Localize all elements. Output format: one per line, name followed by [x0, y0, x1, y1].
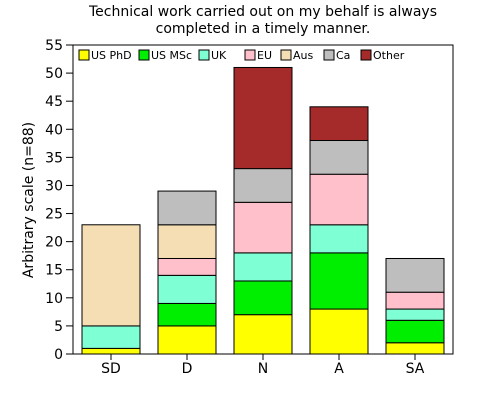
- bar-segment: [309, 224, 369, 254]
- plot-frame: [72, 44, 454, 355]
- legend-swatch: [198, 49, 210, 61]
- legend-swatch: [360, 49, 372, 61]
- chart-title-line-2: completed in a timely manner.: [156, 21, 371, 37]
- bar-segment: [157, 325, 217, 355]
- chart-title-line-1: Technical work carried out on my behalf …: [88, 4, 437, 20]
- legend-label: EU: [257, 49, 272, 62]
- y-tick-label: 35: [45, 150, 63, 166]
- bar-segment: [157, 274, 217, 304]
- legend-label: US MSc: [151, 49, 192, 62]
- bar-segment: [385, 319, 445, 344]
- legend-label: Aus: [293, 49, 313, 62]
- legend: US PhD US MSc UK EU Aus Ca Other: [78, 49, 405, 62]
- y-tick-label: 15: [45, 263, 63, 279]
- plot-area: 0 5 10 15 20 25 30 35 40 45 50 55 SD D N A SA: [45, 38, 454, 377]
- legend-swatch: [138, 49, 150, 61]
- x-tick-label: A: [334, 361, 344, 377]
- bar-segment: [309, 140, 369, 175]
- y-tick-label: 0: [54, 347, 63, 363]
- legend-label: US PhD: [91, 49, 132, 62]
- x-tick-label: D: [182, 361, 193, 377]
- legend-label: UK: [211, 49, 227, 62]
- bar-segment: [233, 252, 293, 282]
- y-axis-label: Arbitrary scale (n=88): [21, 122, 37, 278]
- bar-segment: [309, 308, 369, 355]
- bar-segment: [157, 224, 217, 259]
- bar-segment: [233, 280, 293, 316]
- bar-segment: [157, 257, 217, 276]
- y-tick-label: 20: [45, 235, 63, 251]
- bar-segment: [309, 173, 369, 226]
- y-tick-label: 5: [54, 319, 63, 335]
- legend-label: Other: [373, 49, 405, 62]
- bar-segment: [233, 168, 293, 203]
- legend-swatch: [323, 49, 335, 61]
- x-tick-label: SD: [101, 361, 121, 377]
- y-tick-label: 45: [45, 94, 63, 110]
- y-tick-label: 25: [45, 207, 63, 223]
- x-tick-label: N: [258, 361, 268, 377]
- y-tick-label: 40: [45, 122, 63, 138]
- bar-segment: [385, 291, 445, 310]
- bar-segment: [157, 190, 217, 226]
- bar-segment: [81, 347, 141, 355]
- bar-segment: [81, 224, 141, 327]
- legend-swatch: [78, 49, 90, 61]
- bar-segment: [385, 342, 445, 355]
- y-tick-label: 10: [45, 291, 63, 307]
- bar-segment: [385, 257, 445, 293]
- y-tick-label: 30: [45, 178, 63, 194]
- bar-segment: [157, 302, 217, 327]
- bar-segment: [233, 201, 293, 254]
- bar-segment: [81, 325, 141, 349]
- legend-swatch: [244, 49, 256, 61]
- bar-segment: [309, 106, 369, 142]
- x-tick-label: SA: [406, 361, 425, 377]
- bar-segment: [233, 66, 293, 170]
- y-tick-label: 50: [45, 66, 63, 82]
- bar-segment: [309, 252, 369, 310]
- legend-swatch: [280, 49, 292, 61]
- legend-label: Ca: [336, 49, 350, 62]
- bar-segment: [233, 314, 293, 355]
- y-tick-label: 55: [45, 38, 63, 54]
- bar-segment: [385, 308, 445, 321]
